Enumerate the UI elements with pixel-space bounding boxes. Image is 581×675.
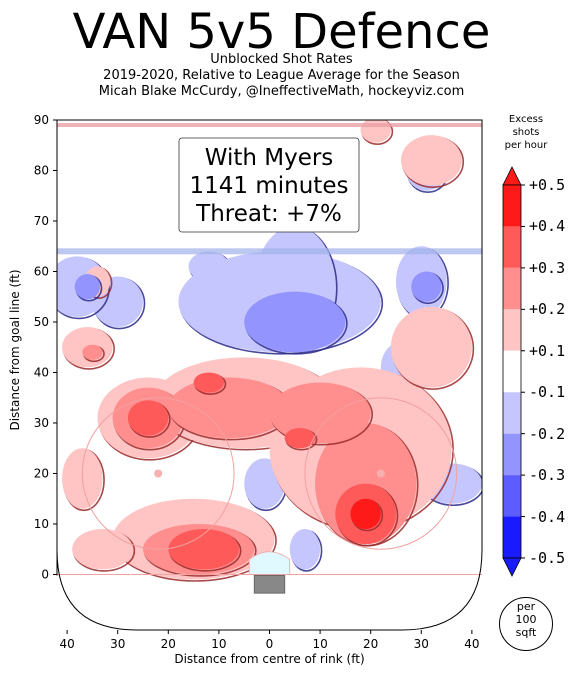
y-tick-label: 50	[34, 315, 49, 329]
faceoff-circle-left	[81, 397, 235, 550]
heat-region	[168, 377, 290, 439]
annotation-box	[178, 137, 360, 233]
x-tick-label: 20	[161, 637, 176, 651]
colorbar-segment	[503, 267, 521, 310]
chart-title: VAN 5v5 Defence	[72, 4, 491, 60]
y-tick-label: 10	[34, 517, 49, 531]
heat-region	[168, 529, 240, 570]
colorbar-tick-label: -0.1	[529, 383, 566, 402]
colorbar-segment	[503, 392, 521, 434]
colorbar-tick-label: +0.1	[529, 341, 566, 360]
colorbar-tick-label: -0.4	[529, 507, 566, 526]
x-tick-label: 30	[414, 637, 429, 651]
goal-crease	[248, 551, 291, 575]
x-tick-label: 10	[312, 637, 327, 651]
heat-region	[193, 372, 224, 393]
colorbar-tick-label: -0.5	[529, 549, 566, 567]
heat-region	[360, 120, 391, 143]
faceoff-dot-right	[376, 469, 385, 478]
red-line	[57, 123, 482, 128]
goal-net	[253, 574, 286, 594]
heat-region	[411, 271, 442, 302]
heat-region	[244, 291, 346, 353]
x-tick-label: 0	[266, 637, 274, 651]
blue-line	[57, 248, 482, 255]
y-tick-label: 70	[34, 214, 49, 228]
colorbar-segment	[503, 350, 521, 393]
annotation-line3: Threat: +7%	[195, 201, 342, 227]
plot-area	[56, 119, 483, 631]
y-axis-label: Distance from goal line (ft)	[8, 269, 22, 430]
axes: 40 30 20 10 0 10 20 30 40 Distance from centre of…	[8, 113, 480, 666]
unit-badge: per 100 sqft	[499, 597, 553, 651]
colorbar-tick-label: -0.3	[529, 466, 566, 485]
x-tick-label: 20	[363, 637, 378, 651]
y-tick-label: 30	[34, 416, 49, 430]
x-axis-label: Distance from centre of rink (ft)	[174, 652, 364, 666]
y-tick-label: 20	[34, 466, 49, 480]
colorbar-segment	[503, 433, 521, 476]
colorbar-tick-label: +0.2	[529, 300, 566, 319]
colorbar-tick-label: +0.3	[529, 258, 566, 277]
colorbar-tick-label: +0.4	[529, 217, 566, 236]
annotation-line1: With Myers	[205, 145, 334, 171]
y-tick-label: 90	[34, 113, 49, 127]
x-tick-label: 40	[59, 637, 74, 651]
x-tick-label: 30	[110, 637, 125, 651]
heat-regions	[57, 120, 482, 582]
colorbar-segment	[503, 516, 521, 558]
colorbar-tick-label: +0.5	[529, 176, 566, 194]
heat-region	[82, 344, 103, 360]
heat-region	[127, 400, 169, 436]
colorbar-title: Excess shots per hour	[504, 114, 548, 151]
heat-region	[72, 529, 133, 570]
y-tick-label: 0	[41, 567, 49, 581]
colorbar-segment	[503, 475, 521, 517]
heat-region	[401, 135, 462, 186]
colorbar-segment	[503, 185, 521, 227]
colorbar-top-arrow	[502, 166, 522, 186]
heat-region	[390, 306, 472, 388]
y-tick-label: 60	[34, 264, 49, 278]
colorbar-frame	[502, 184, 522, 559]
x-tick-label: 40	[464, 637, 479, 651]
colorbar-tick-label: -0.2	[529, 424, 566, 443]
heat-region	[269, 382, 371, 444]
heat-region	[289, 529, 321, 570]
subtitle-line-1: Unblocked Shot Rates	[210, 52, 353, 67]
colorbar-segment	[503, 309, 521, 351]
faceoff-dot-left	[154, 469, 163, 478]
annotation-line2: 1141 minutes	[190, 173, 349, 199]
colorbar-segment	[503, 226, 521, 268]
subtitle-line-3: Micah Blake McCurdy, @IneffectiveMath, h…	[98, 84, 465, 99]
heat-region	[350, 498, 381, 530]
heat-region	[74, 274, 101, 300]
colorbar-bottom-arrow	[502, 557, 522, 577]
heat-region	[284, 428, 316, 449]
rink-boards	[56, 119, 483, 631]
faceoff-circle-right	[304, 397, 458, 550]
colorbar	[502, 166, 525, 577]
x-tick-label: 10	[211, 637, 226, 651]
y-tick-label: 40	[34, 365, 49, 379]
subtitle-line-2: 2019-2020, Relative to League Average fo…	[103, 68, 460, 83]
y-tick-label: 80	[34, 163, 49, 177]
